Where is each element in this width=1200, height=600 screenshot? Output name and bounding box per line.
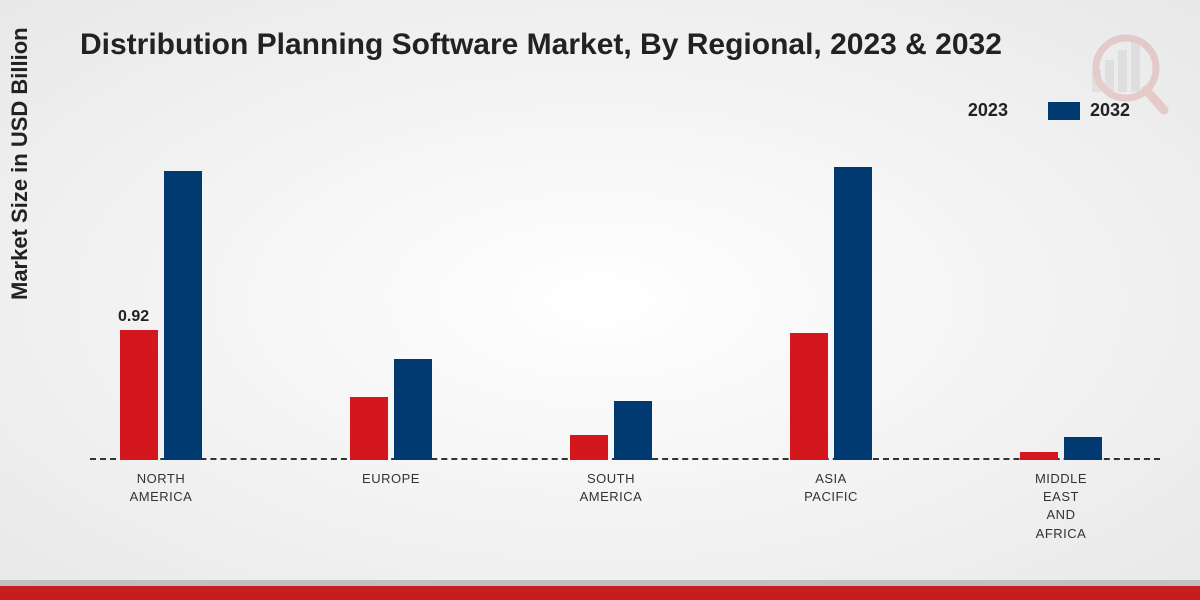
y-axis-label: Market Size in USD Billion <box>7 27 33 300</box>
legend-swatch-2023 <box>926 102 958 120</box>
category-label: EUROPE <box>341 470 441 488</box>
bar-2023 <box>570 435 608 460</box>
bar-2032 <box>164 171 202 460</box>
bar-2023 <box>1020 452 1058 460</box>
legend-item-2032: 2032 <box>1048 100 1130 121</box>
bar-2023 <box>350 397 388 460</box>
bar-2032 <box>1064 437 1102 460</box>
category-label: SOUTHAMERICA <box>561 470 661 506</box>
bar-2032 <box>614 401 652 460</box>
legend: 2023 2032 <box>926 100 1130 121</box>
legend-swatch-2032 <box>1048 102 1080 120</box>
legend-label-2023: 2023 <box>968 100 1008 121</box>
bar-group <box>350 359 432 460</box>
chart-title: Distribution Planning Software Market, B… <box>80 28 1002 62</box>
bar-value-label: 0.92 <box>118 308 149 326</box>
category-label: ASIAPACIFIC <box>781 470 881 506</box>
category-label: MIDDLEEASTANDAFRICA <box>1011 470 1111 543</box>
bar-group <box>790 167 872 460</box>
legend-label-2032: 2032 <box>1090 100 1130 121</box>
bar-group: 0.92 <box>120 171 202 460</box>
chart-area: 0.92 <box>90 150 1160 460</box>
bar-2032 <box>394 359 432 460</box>
bar-group <box>1020 437 1102 460</box>
legend-item-2023: 2023 <box>926 100 1008 121</box>
bar-2023 <box>790 333 828 460</box>
bar-2023 <box>120 330 158 460</box>
category-label: NORTHAMERICA <box>111 470 211 506</box>
bar-group <box>570 401 652 460</box>
bar-2032 <box>834 167 872 460</box>
footer-accent-bar <box>0 586 1200 600</box>
